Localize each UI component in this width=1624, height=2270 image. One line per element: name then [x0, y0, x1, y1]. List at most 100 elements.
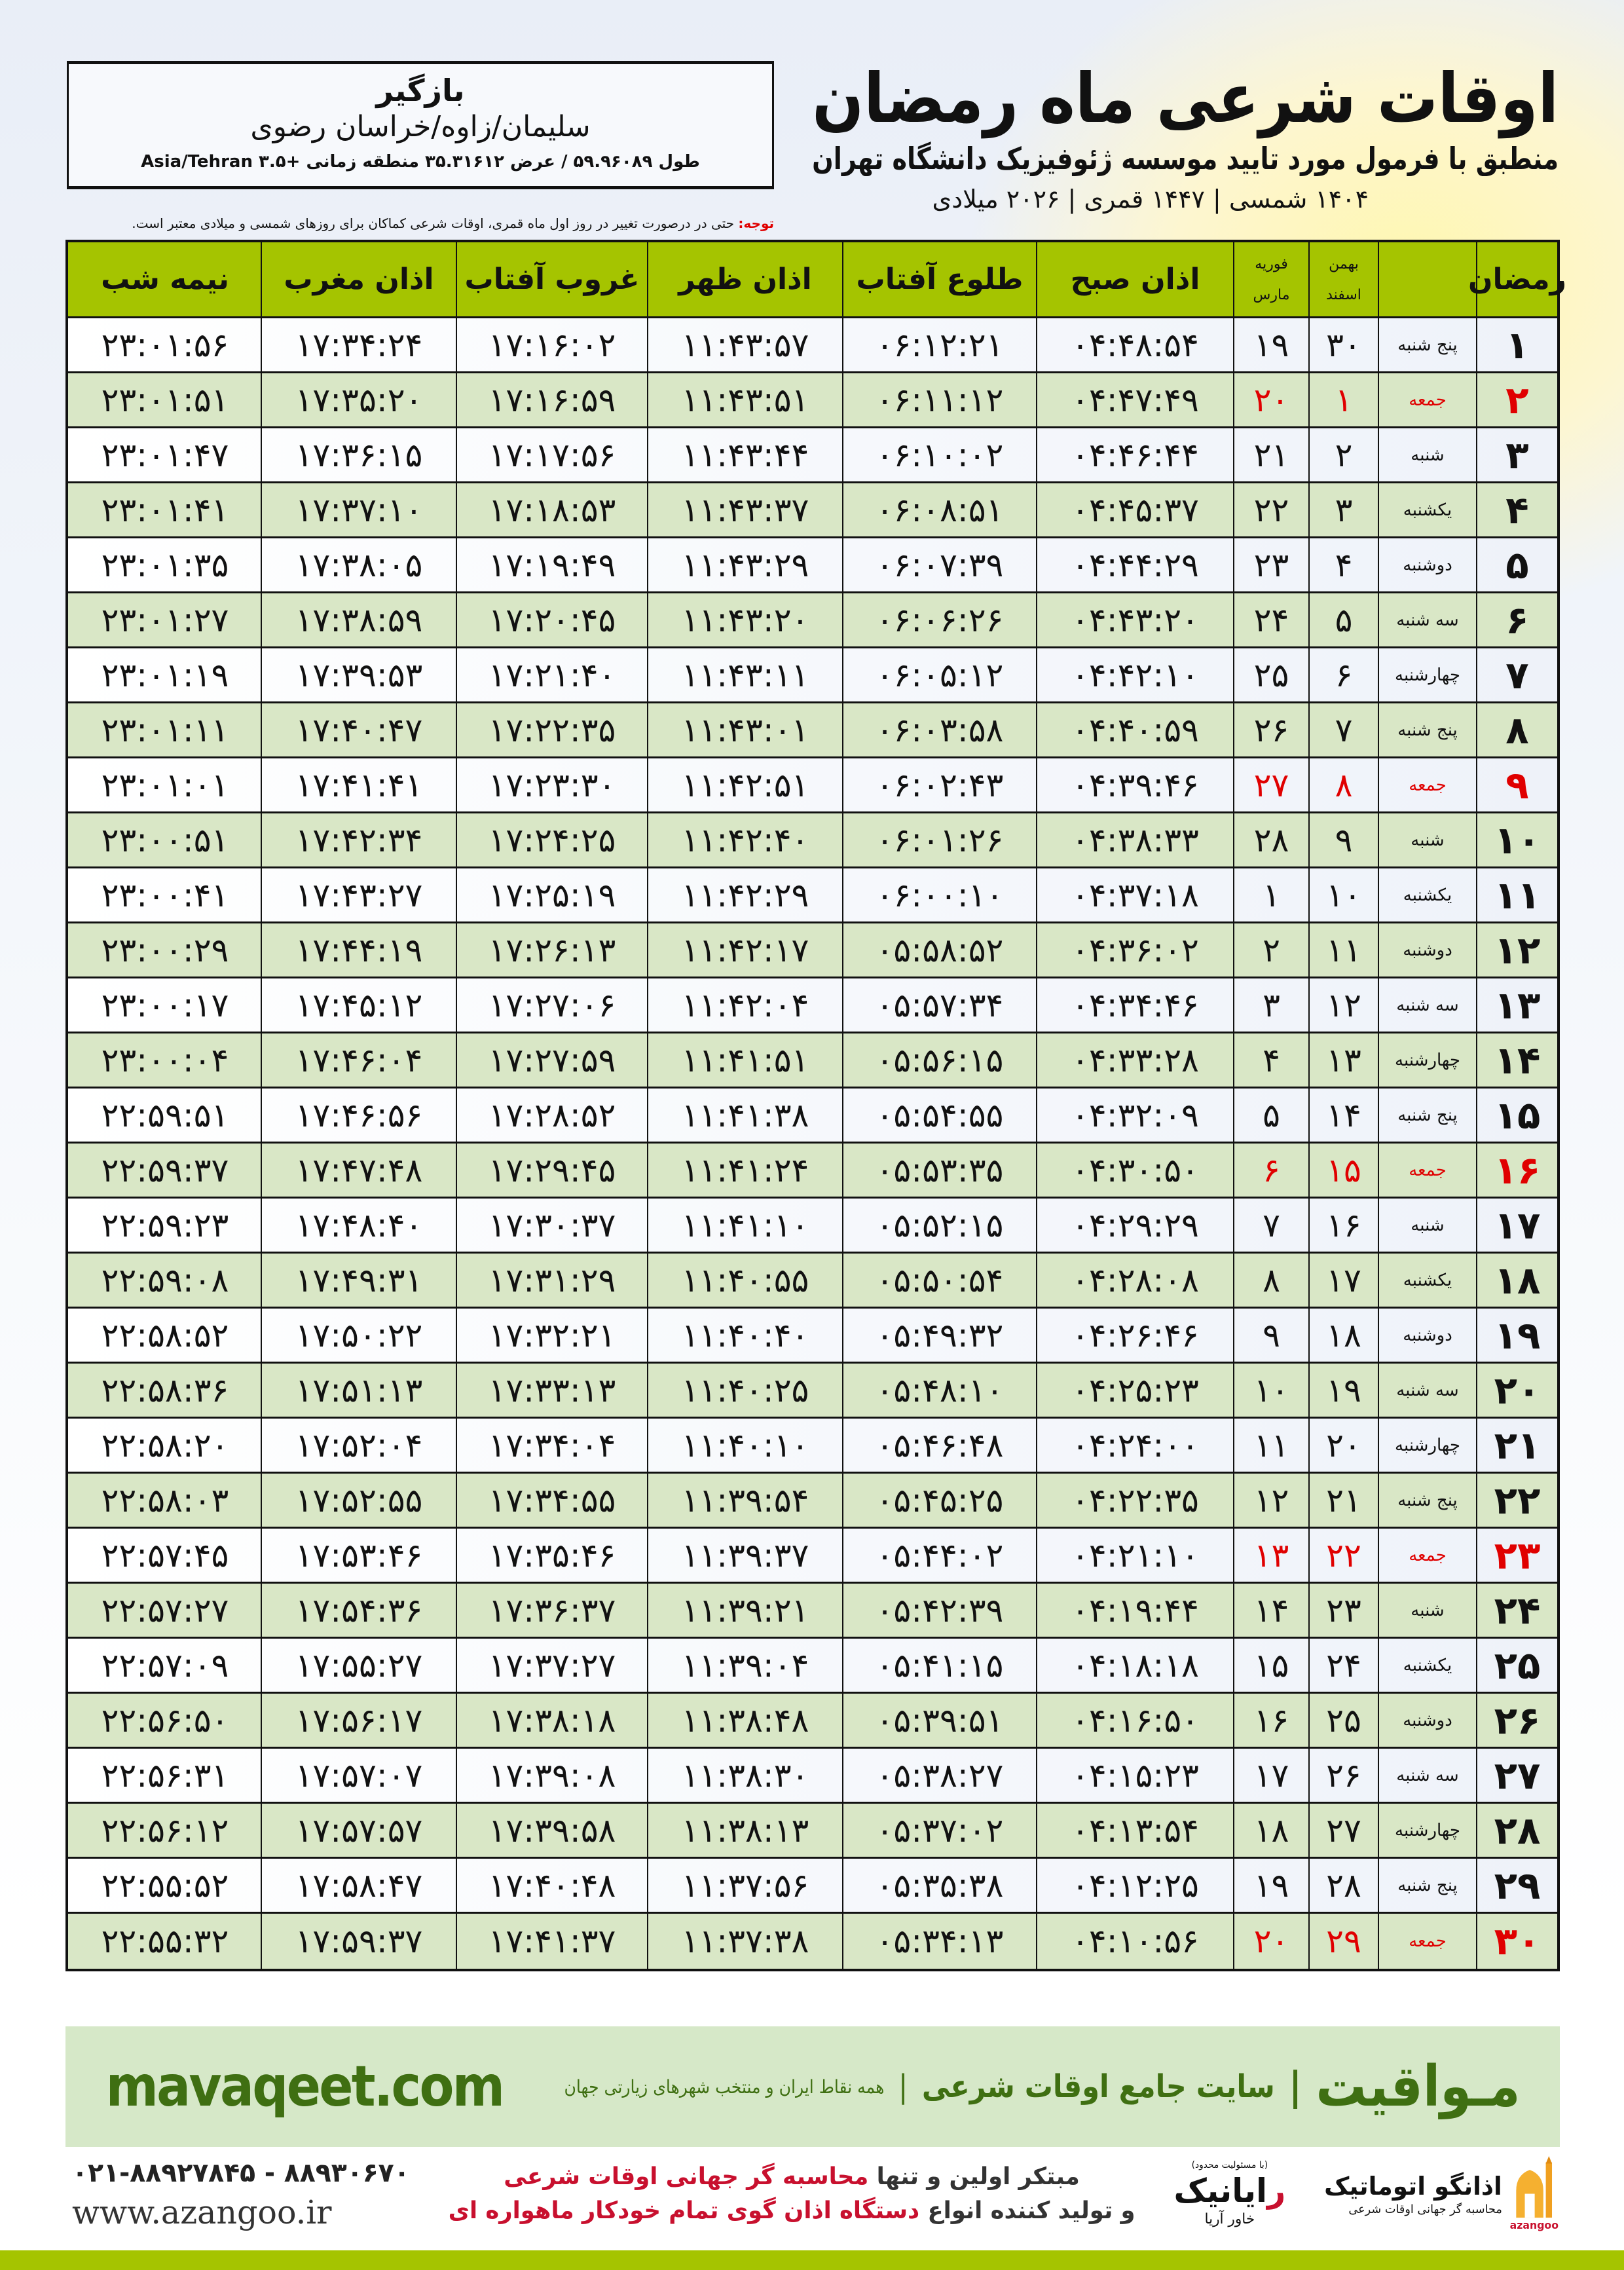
- dhuhr-time: ۱۱:۴۳:۵۷: [647, 318, 842, 371]
- ramadan-day: ۱۵: [1476, 1088, 1557, 1142]
- ramadan-day: ۱۲: [1476, 923, 1557, 977]
- table-row: ۲۴ شنبه ۲۳ ۱۴ ۰۴:۱۹:۴۴ ۰۵:۴۲:۳۹ ۱۱:۳۹:۲۱ ۱۷:۳۶:…: [68, 1584, 1557, 1639]
- weekday: سه شنبه: [1378, 593, 1476, 646]
- sunrise-time: ۰۵:۵۳:۳۵: [842, 1144, 1036, 1197]
- midnight-time: ۲۳:۰۰:۱۷: [101, 986, 229, 1024]
- dhuhr-time: ۱۱:۳۸:۱۳: [647, 1804, 842, 1857]
- midnight-time: ۲۳:۰۰:۲۹: [101, 931, 229, 969]
- sunset-time: ۱۷:۲۷:۵۹: [456, 1033, 647, 1087]
- sunset-time: ۱۷:۲۱:۴۰: [456, 648, 647, 701]
- weekday: سه شنبه: [1378, 978, 1476, 1032]
- weekday: شنبه: [1378, 1199, 1476, 1252]
- table-row: ۱۰ شنبه ۹ ۲۸ ۰۴:۳۸:۳۳ ۰۶:۰۱:۲۶ ۱۱:۴۲:۴۰ ۱۷:۲۴:۲…: [68, 813, 1557, 868]
- sunrise-time: ۰۵:۴۱:۱۵: [842, 1639, 1036, 1692]
- sunrise-time: ۰۵:۵۴:۵۵: [842, 1088, 1036, 1142]
- sunset-time: ۱۷:۲۵:۱۹: [456, 868, 647, 921]
- shamsi-day: ۲۶: [1308, 1749, 1378, 1802]
- maghrib-time: ۱۷:۴۱:۴۱: [261, 758, 456, 811]
- maghrib-time: ۱۷:۵۵:۲۷: [261, 1639, 456, 1692]
- dhuhr-time: ۱۱:۳۷:۵۶: [647, 1859, 842, 1912]
- shamsi-day: ۲۵: [1308, 1694, 1378, 1747]
- azangoo-text: اذانگو اتوماتیک محاسبه گر جهانی اوقات شر…: [1324, 2170, 1502, 2218]
- table-row: ۲۷ سه شنبه ۲۶ ۱۷ ۰۴:۱۵:۲۳ ۰۵:۳۸:۲۷ ۱۱:۳۸:۳۰ ۱۷:…: [68, 1749, 1557, 1804]
- maghrib-time: ۱۷:۳۶:۱۵: [261, 428, 456, 481]
- maghrib-time: ۱۷:۴۲:۳۴: [261, 813, 456, 866]
- dhuhr-time: ۱۱:۴۲:۴۰: [647, 813, 842, 866]
- midnight-time: ۲۲:۵۷:۰۹: [101, 1646, 229, 1684]
- azangoo-website[interactable]: www.azangoo.ir: [72, 2193, 332, 2231]
- dhuhr-time: ۱۱:۴۳:۵۱: [647, 373, 842, 426]
- fajr-time: ۰۴:۳۲:۰۹: [1036, 1088, 1233, 1142]
- fajr-time: ۰۴:۴۳:۲۰: [1036, 593, 1233, 646]
- weekday: جمعه: [1378, 1529, 1476, 1582]
- table-row: ۴ یکشنبه ۳ ۲۲ ۰۴:۴۵:۳۷ ۰۶:۰۸:۵۱ ۱۱:۴۳:۳۷ ۱۷:۱۸:…: [68, 483, 1557, 538]
- midnight-time: ۲۳:۰۱:۴۱: [101, 491, 229, 529]
- maghrib-time: ۱۷:۵۴:۳۶: [261, 1584, 456, 1637]
- fajr-time: ۰۴:۳۴:۴۶: [1036, 978, 1233, 1032]
- col-maghrib: اذان مغرب: [261, 242, 456, 316]
- sunrise-time: ۰۵:۴۹:۳۲: [842, 1309, 1036, 1362]
- ramadan-day: ۵: [1476, 538, 1557, 591]
- ramadan-day: ۱۳: [1476, 978, 1557, 1032]
- gregorian-day: ۲۰: [1233, 373, 1308, 426]
- sunrise-time: ۰۵:۴۲:۳۹: [842, 1584, 1036, 1637]
- sunset-time: ۱۷:۲۲:۳۵: [456, 703, 647, 756]
- gregorian-day: ۱۲: [1233, 1474, 1308, 1527]
- table-row: ۱۵ پنج شنبه ۱۴ ۵ ۰۴:۳۲:۰۹ ۰۵:۵۴:۵۵ ۱۱:۴۱:۳۸ ۱۷:…: [68, 1088, 1557, 1144]
- site-description: سایت جامع اوقات شرعی: [922, 2068, 1276, 2105]
- slogan-line1: مبتکر اولین و تنها: [868, 2163, 1080, 2190]
- table-row: ۲۶ دوشنبه ۲۵ ۱۶ ۰۴:۱۶:۵۰ ۰۵:۳۹:۵۱ ۱۱:۳۸:۴۸ ۱۷:۳…: [68, 1694, 1557, 1749]
- gregorian-day: ۶: [1233, 1144, 1308, 1197]
- table-row: ۲۹ پنج شنبه ۲۸ ۱۹ ۰۴:۱۲:۲۵ ۰۵:۳۵:۳۸ ۱۱:۳۷:۵۶ ۱۷…: [68, 1859, 1557, 1914]
- dhuhr-time: ۱۱:۴۰:۴۰: [647, 1309, 842, 1362]
- fajr-time: ۰۴:۴۷:۴۹: [1036, 373, 1233, 426]
- maghrib-time: ۱۷:۵۹:۳۷: [261, 1914, 456, 1969]
- fajr-time: ۰۴:۴۶:۴۴: [1036, 428, 1233, 481]
- gregorian-day: ۱۰: [1233, 1364, 1308, 1417]
- note: توجه: حتی در درصورت تغییر در روز اول ماه…: [132, 215, 774, 232]
- sunset-time: ۱۷:۴۰:۴۸: [456, 1859, 647, 1912]
- table-row: ۲۵ یکشنبه ۲۴ ۱۵ ۰۴:۱۸:۱۸ ۰۵:۴۱:۱۵ ۱۱:۳۹:۰۴ ۱۷:۳…: [68, 1639, 1557, 1694]
- col-sunset: غروب آفتاب: [456, 242, 647, 316]
- fajr-time: ۰۴:۲۲:۳۵: [1036, 1474, 1233, 1527]
- maghrib-time: ۱۷:۵۳:۴۶: [261, 1529, 456, 1582]
- ramadan-day: ۷: [1476, 648, 1557, 701]
- fajr-time: ۰۴:۱۹:۴۴: [1036, 1584, 1233, 1637]
- weekday: یکشنبه: [1378, 1639, 1476, 1692]
- sunrise-time: ۰۵:۵۶:۱۵: [842, 1033, 1036, 1087]
- midnight-time: ۲۳:۰۱:۰۱: [101, 766, 229, 804]
- dhuhr-time: ۱۱:۴۳:۴۴: [647, 428, 842, 481]
- dhuhr-time: ۱۱:۳۹:۳۷: [647, 1529, 842, 1582]
- midnight-time: ۲۲:۵۹:۳۷: [101, 1151, 229, 1189]
- shamsi-day: ۲۲: [1308, 1529, 1378, 1582]
- fajr-time: ۰۴:۲۱:۱۰: [1036, 1529, 1233, 1582]
- midnight-time: ۲۳:۰۱:۵۶: [101, 326, 229, 364]
- maghrib-time: ۱۷:۴۴:۱۹: [261, 923, 456, 977]
- table-row: ۷ چهارشنبه ۶ ۲۵ ۰۴:۴۲:۱۰ ۰۶:۰۵:۱۲ ۱۱:۴۳:۱۱ ۱۷:۲…: [68, 648, 1557, 703]
- shamsi-day: ۴: [1308, 538, 1378, 591]
- fajr-time: ۰۴:۴۵:۳۷: [1036, 483, 1233, 536]
- ramadan-day: ۳۰: [1476, 1914, 1557, 1969]
- sunset-time: ۱۷:۳۵:۴۶: [456, 1529, 647, 1582]
- maghrib-time: ۱۷:۵۸:۴۷: [261, 1859, 456, 1912]
- shamsi-day: ۲۰: [1308, 1419, 1378, 1472]
- fajr-time: ۰۴:۱۰:۵۶: [1036, 1914, 1233, 1969]
- mavaqeet-url[interactable]: mavaqeet.com: [106, 2054, 505, 2119]
- table-row: ۱۳ سه شنبه ۱۲ ۳ ۰۴:۳۴:۴۶ ۰۵:۵۷:۳۴ ۱۱:۴۲:۰۴ ۱۷:۲…: [68, 978, 1557, 1033]
- gregorian-day: ۲۵: [1233, 648, 1308, 701]
- maghrib-time: ۱۷:۵۲:۵۵: [261, 1474, 456, 1527]
- shamsi-day: ۱: [1308, 373, 1378, 426]
- shamsi-day: ۲۸: [1308, 1859, 1378, 1912]
- dhuhr-time: ۱۱:۴۳:۲۹: [647, 538, 842, 591]
- shamsi-day: ۹: [1308, 813, 1378, 866]
- dhuhr-time: ۱۱:۴۲:۲۹: [647, 868, 842, 921]
- sunset-time: ۱۷:۲۷:۰۶: [456, 978, 647, 1032]
- ramadan-day: ۱۷: [1476, 1199, 1557, 1252]
- sunrise-time: ۰۵:۳۸:۲۷: [842, 1749, 1036, 1802]
- midnight-time: ۲۳:۰۱:۴۷: [101, 436, 229, 474]
- ramadan-day: ۱۸: [1476, 1254, 1557, 1307]
- maghrib-time: ۱۷:۵۱:۱۳: [261, 1364, 456, 1417]
- weekday: جمعه: [1378, 373, 1476, 426]
- sunset-time: ۱۷:۲۳:۳۰: [456, 758, 647, 811]
- location-box: بازگیر سلیمان/زاوه/خراسان رضوی طول ۵۹.۹۶…: [67, 61, 774, 189]
